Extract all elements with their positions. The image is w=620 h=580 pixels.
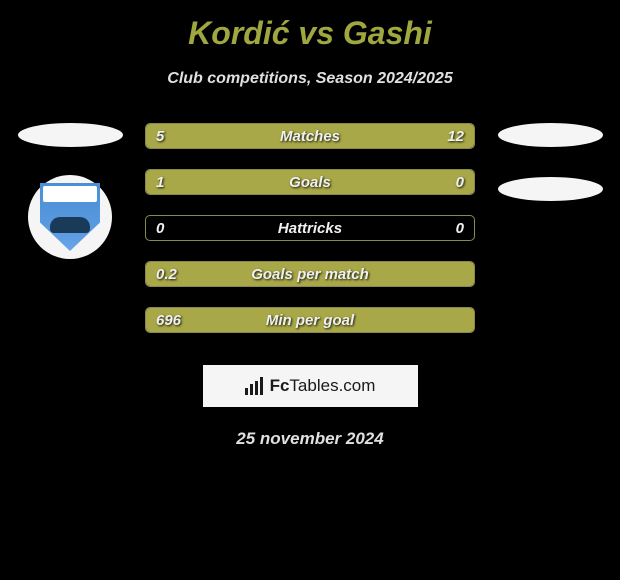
club-badge-left: [28, 175, 112, 259]
stat-label: Hattricks: [146, 220, 474, 237]
stat-row-hattricks: 0 Hattricks 0: [145, 215, 475, 241]
chart-icon: [245, 377, 265, 395]
left-column: [15, 123, 125, 259]
stat-row-min-per-goal: 696 Min per goal: [145, 307, 475, 333]
main-area: 5 Matches 12 1 Goals 0 0 Hattricks 0: [10, 123, 610, 353]
page-title: Kordić vs Gashi: [10, 15, 610, 52]
stat-label: Goals: [146, 174, 474, 191]
player-left-placeholder: [18, 123, 123, 147]
date-label: 25 november 2024: [10, 429, 610, 449]
stat-label: Matches: [146, 128, 474, 145]
infographic-container: Kordić vs Gashi Club competitions, Seaso…: [0, 0, 620, 459]
shield-icon: [40, 183, 100, 251]
stat-label: Min per goal: [146, 312, 474, 329]
stat-right-value: 12: [447, 128, 464, 145]
stat-row-goals: 1 Goals 0: [145, 169, 475, 195]
player-right-placeholder: [498, 123, 603, 147]
brand-box: FcTables.com: [203, 365, 418, 407]
stat-row-goals-per-match: 0.2 Goals per match: [145, 261, 475, 287]
subtitle: Club competitions, Season 2024/2025: [10, 70, 610, 88]
brand-name: FcTables.com: [270, 376, 376, 396]
stat-label: Goals per match: [146, 266, 474, 283]
stat-right-value: 0: [456, 220, 464, 237]
club-right-placeholder: [498, 177, 603, 201]
stats-bars: 5 Matches 12 1 Goals 0 0 Hattricks 0: [125, 123, 495, 353]
stat-row-matches: 5 Matches 12: [145, 123, 475, 149]
stat-right-value: 0: [456, 174, 464, 191]
right-column: [495, 123, 605, 227]
